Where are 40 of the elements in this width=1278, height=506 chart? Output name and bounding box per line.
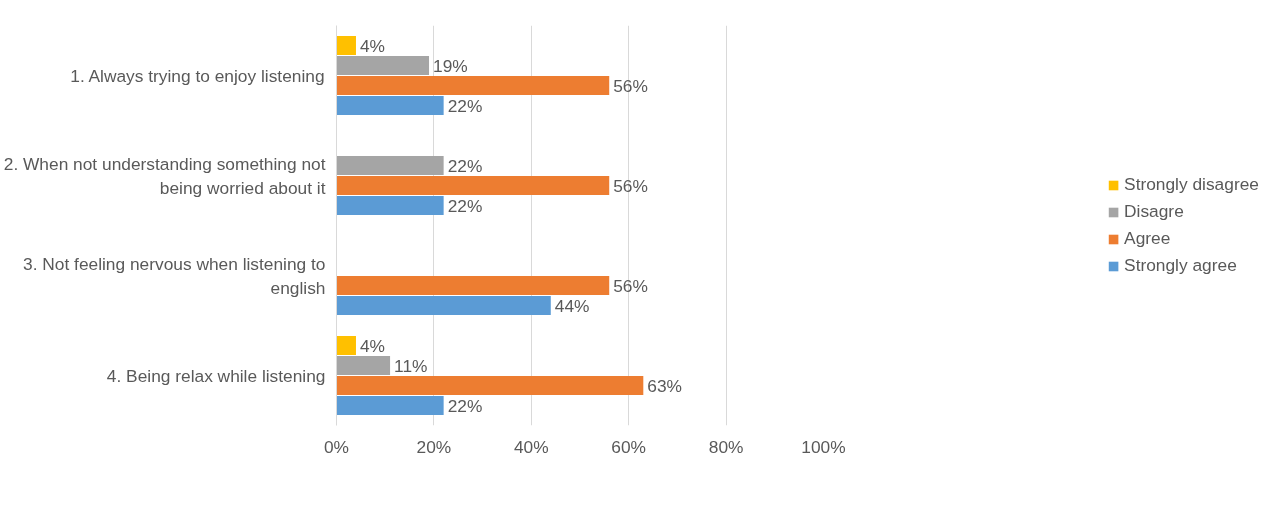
data-label: 4% [359,335,386,356]
data-label: 56% [613,75,648,96]
bar [336,76,610,95]
bar [336,96,444,115]
data-label: 22% [447,195,483,216]
data-label: 4% [359,35,386,56]
data-label: 56% [613,275,648,296]
legend-label: Strongly agree [1124,255,1237,276]
data-label: 22% [447,395,483,416]
bar [336,156,444,175]
bar [336,176,610,195]
bar [336,196,444,215]
bar [336,296,551,315]
bar [336,276,610,295]
bar [336,56,430,75]
bar [336,336,356,355]
x-tick-label: 40% [513,436,549,457]
x-tick-label: 80% [708,436,744,457]
data-label: 19% [433,55,468,76]
bar [336,376,644,395]
y-tick-label: 1. Always trying to enjoy listening [70,65,325,86]
y-tick-label: 4. Being relax while listening [106,365,326,386]
legend-label: Disagre [1124,201,1184,222]
x-tick-label: 100% [801,436,846,457]
data-label: 22% [447,95,483,116]
legend-label: Agree [1124,228,1171,249]
x-tick-label: 0% [323,436,350,457]
bar [336,396,444,415]
bar [336,356,391,375]
data-label: 11% [394,355,428,376]
data-label: 56% [613,175,648,196]
x-tick-label: 20% [416,436,452,457]
legend-label: Strongly disagree [1124,174,1259,195]
data-label: 44% [554,295,590,316]
bar [336,36,356,55]
y-tick-label: 2. When not understanding something not being worried about it [3,153,326,198]
y-tick-label: 3. Not feeling nervous when listening to english [23,253,326,298]
x-tick-label: 60% [611,436,647,457]
data-label: 63% [647,375,682,396]
data-label: 22% [447,155,483,176]
